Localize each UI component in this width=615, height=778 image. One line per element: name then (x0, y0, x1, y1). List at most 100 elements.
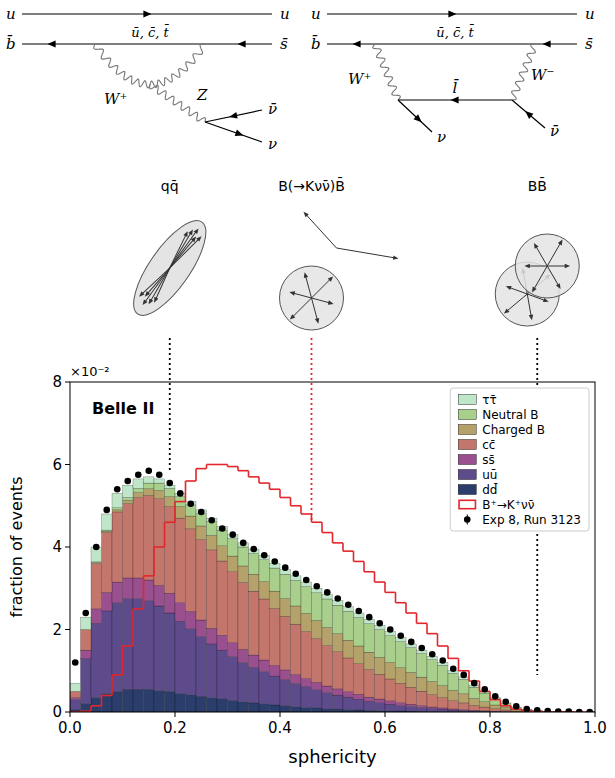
particle-label: W⁺ (104, 90, 127, 108)
data-point (555, 708, 562, 712)
track (306, 214, 337, 248)
legend-swatch (458, 395, 476, 405)
track (547, 266, 559, 287)
fermion-line (398, 100, 432, 132)
annotation-line (536, 534, 538, 675)
legend-label: Exp 8, Run 3123 (482, 513, 581, 527)
data-point (429, 651, 436, 658)
track (312, 298, 318, 321)
hist-bar (133, 578, 144, 599)
y-tick-label: 4 (52, 538, 62, 556)
step-segment (354, 561, 365, 563)
particle-label: Z (196, 86, 208, 104)
data-point (177, 490, 184, 497)
hist-bar (291, 606, 302, 624)
hist-bar (112, 691, 123, 712)
hist-bar (91, 698, 102, 712)
step-riser (426, 623, 428, 633)
hist-bar (322, 686, 333, 693)
step-segment (217, 464, 228, 466)
step-riser (353, 551, 355, 561)
track (547, 266, 567, 267)
hist-bar (375, 630, 386, 658)
hist-bar (354, 646, 365, 664)
hist-bar (81, 617, 92, 629)
hist-bar (238, 663, 249, 702)
hist-bar (154, 479, 165, 483)
hist-bar (175, 518, 186, 603)
hist-bar (280, 599, 291, 617)
hist-bar (102, 514, 113, 530)
arrow-head (543, 41, 551, 48)
hist-bar (259, 704, 270, 712)
hist-bar (490, 705, 501, 709)
track (527, 294, 531, 317)
step-riser (321, 522, 323, 532)
hist-bar (123, 599, 134, 690)
step-riser (90, 706, 92, 711)
hist-bar (249, 667, 260, 702)
data-point (229, 531, 236, 538)
arrow-head (565, 264, 570, 269)
track (527, 266, 547, 267)
step-segment (438, 645, 449, 647)
hist-bar (417, 677, 428, 691)
hist-bar (175, 693, 186, 712)
annotation-line (169, 338, 171, 473)
hist-bar (165, 497, 176, 507)
step-segment (259, 482, 270, 484)
hist-bar (301, 687, 312, 708)
hist-bar (259, 672, 270, 704)
hist-bar (165, 691, 176, 712)
x-tick (280, 712, 281, 717)
hist-bar (112, 508, 123, 510)
annotation-line (536, 338, 538, 385)
step-riser (132, 609, 134, 646)
arrow-head (141, 299, 148, 306)
hist-bar (280, 706, 291, 712)
topology-label: B(→Kνν̄)B̄ (278, 177, 345, 194)
particle-label: ν (437, 128, 446, 146)
particle-label: b̄ (6, 35, 16, 53)
step-riser (185, 481, 187, 502)
step-segment (291, 505, 302, 507)
track (141, 263, 170, 299)
data-point (513, 703, 520, 710)
hist-bar (154, 483, 165, 490)
step-segment (312, 521, 323, 523)
data-point (187, 500, 194, 507)
hist-bar (165, 593, 176, 613)
step-riser (363, 561, 365, 571)
step-segment (133, 608, 144, 610)
step-segment (333, 542, 344, 544)
hist-bar (270, 665, 281, 676)
hist-bar (375, 699, 386, 703)
arrow-head (532, 287, 537, 293)
step-riser (122, 646, 124, 675)
particle-label: ū, c̄, t̄ (436, 24, 475, 40)
jet-ellipse (121, 211, 218, 326)
hist-bar (427, 681, 438, 694)
data-point (93, 544, 100, 551)
topology-sketches (121, 211, 579, 330)
hist-bar (186, 695, 197, 712)
hist-bar (144, 489, 155, 496)
hist-bar (207, 644, 218, 698)
step-riser (300, 506, 302, 514)
hist-bar (228, 539, 239, 556)
hist-bar (144, 580, 155, 601)
hist-bar (259, 599, 270, 660)
hist-bar (354, 699, 365, 710)
hist-bar (70, 700, 81, 710)
hist-bar (312, 682, 323, 689)
data-point (387, 626, 394, 633)
jet-sketch (121, 211, 218, 326)
hist-bar (259, 560, 270, 582)
step-segment (501, 705, 512, 707)
hist-bar (427, 660, 438, 682)
data-point (355, 608, 362, 615)
step-segment (238, 470, 249, 472)
arrow-head (524, 264, 529, 269)
hist-bar (501, 707, 512, 709)
legend-swatch (458, 425, 476, 435)
